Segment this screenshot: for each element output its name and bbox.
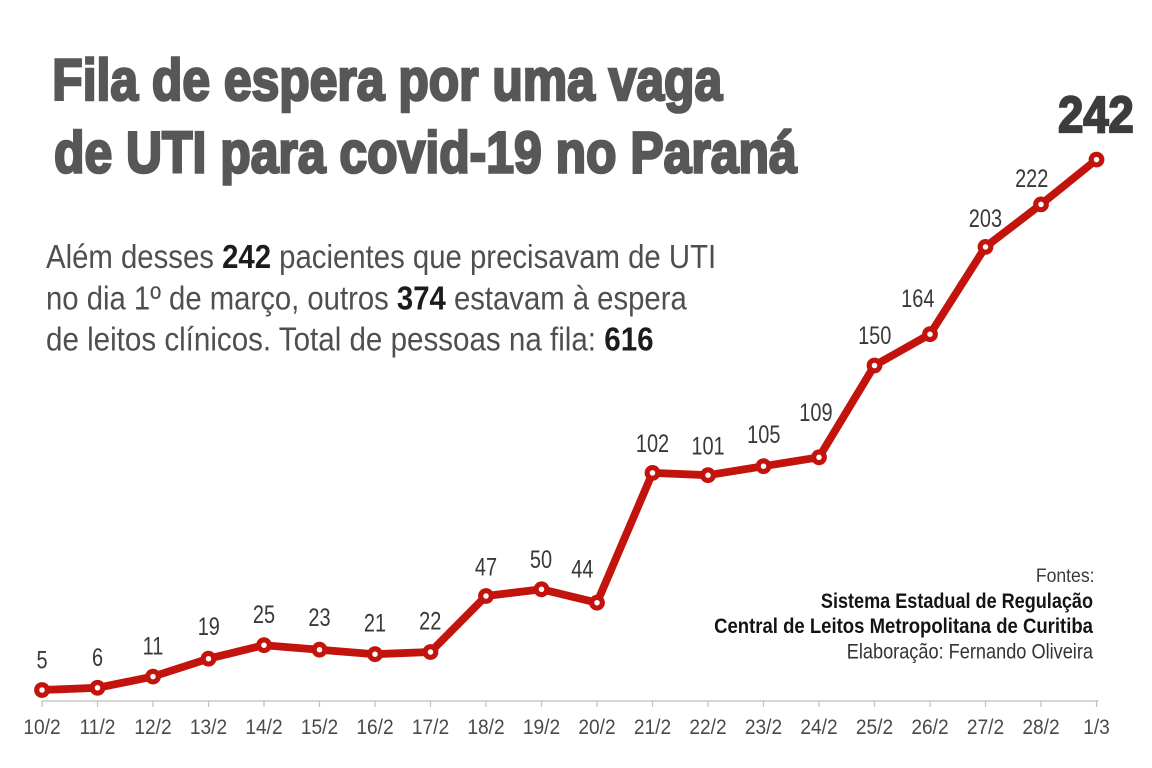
svg-text:16/2: 16/2 (356, 715, 393, 739)
svg-text:50: 50 (530, 544, 552, 573)
svg-text:222: 222 (1015, 164, 1048, 193)
svg-text:5: 5 (36, 645, 47, 674)
svg-text:de UTI para covid-19 no Paraná: de UTI para covid-19 no Paraná (54, 121, 798, 185)
svg-text:109: 109 (799, 398, 832, 427)
svg-text:11: 11 (143, 631, 164, 660)
svg-text:27/2: 27/2 (967, 715, 1004, 739)
svg-text:101: 101 (691, 431, 724, 460)
svg-text:24/2: 24/2 (800, 715, 837, 739)
svg-text:105: 105 (747, 420, 780, 449)
svg-text:21: 21 (364, 608, 386, 637)
svg-text:Além desses 242 pacientes que: Além desses 242 pacientes que precisavam… (46, 238, 716, 275)
svg-text:23: 23 (308, 603, 330, 632)
svg-text:11/2: 11/2 (80, 715, 116, 739)
svg-text:17/2: 17/2 (412, 715, 449, 739)
svg-text:164: 164 (901, 284, 935, 313)
svg-text:14/2: 14/2 (245, 715, 282, 739)
svg-text:Sistema Estadual de Regulação: Sistema Estadual de Regulação (821, 590, 1093, 614)
svg-text:13/2: 13/2 (190, 715, 227, 739)
svg-text:47: 47 (475, 552, 497, 581)
svg-text:242: 242 (1058, 86, 1134, 143)
svg-text:21/2: 21/2 (634, 715, 671, 739)
svg-text:Fila de espera por uma vaga: Fila de espera por uma vaga (52, 48, 723, 112)
svg-text:23/2: 23/2 (745, 715, 782, 739)
svg-text:25/2: 25/2 (856, 715, 893, 739)
svg-text:10/2: 10/2 (23, 715, 60, 739)
svg-text:102: 102 (636, 429, 669, 458)
svg-text:22: 22 (419, 606, 441, 635)
svg-text:12/2: 12/2 (134, 715, 171, 739)
svg-text:19/2: 19/2 (523, 715, 560, 739)
svg-text:150: 150 (858, 321, 891, 350)
svg-text:25: 25 (253, 599, 275, 628)
svg-text:1/3: 1/3 (1083, 715, 1110, 739)
svg-text:19: 19 (198, 612, 220, 641)
svg-text:44: 44 (571, 554, 593, 583)
svg-text:de leitos clínicos. Total de p: de leitos clínicos. Total de pessoas na … (46, 321, 654, 358)
svg-text:no dia 1º de março, outros 374: no dia 1º de março, outros 374 estavam à… (46, 280, 687, 317)
svg-text:15/2: 15/2 (301, 715, 338, 739)
svg-text:Fontes:: Fontes: (1036, 564, 1095, 586)
svg-text:20/2: 20/2 (578, 715, 615, 739)
svg-text:28/2: 28/2 (1022, 715, 1059, 739)
svg-text:18/2: 18/2 (467, 715, 504, 739)
svg-text:Central de Leitos Metropolitan: Central de Leitos Metropolitana de Curit… (714, 615, 1094, 638)
svg-text:6: 6 (92, 643, 103, 672)
svg-text:26/2: 26/2 (911, 715, 948, 739)
svg-text:Elaboração: Fernando Oliveira: Elaboração: Fernando Oliveira (847, 640, 1093, 664)
svg-text:22/2: 22/2 (689, 715, 726, 739)
svg-text:203: 203 (969, 204, 1002, 233)
